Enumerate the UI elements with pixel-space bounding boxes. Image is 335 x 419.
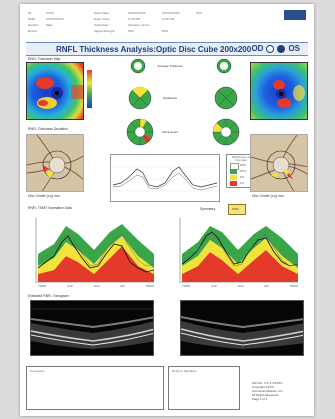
legend-title: Distribution of Normals xyxy=(231,155,251,162)
od-fundus-image xyxy=(27,135,83,191)
os-tomogram-image xyxy=(181,301,303,355)
page-title: RNFL Thickness Analysis:Optic Disc Cube … xyxy=(56,45,252,54)
os-extracted-tomogram xyxy=(180,300,304,356)
thickness-map-label: RNFL Thickness Map xyxy=(28,57,61,61)
os-fundus-image xyxy=(251,135,307,191)
signature-label: Doctor's Signature xyxy=(172,369,197,373)
comments-label: Comments xyxy=(30,369,45,373)
legend-swatch xyxy=(230,169,237,174)
os-circle-icon xyxy=(277,44,286,53)
patient-header: ID: XXXX Exam Date: XX/XX/XXXX XX/XX/XXX… xyxy=(28,12,258,40)
od-thickness-map-image xyxy=(27,63,83,119)
od-tsnit-plot xyxy=(35,218,155,283)
od-circle-icon xyxy=(266,44,275,53)
report-page: ID: XXXX Exam Date: XX/XX/XXXX XX/XX/XXX… xyxy=(20,4,314,416)
od-quadrant-chart xyxy=(128,86,152,110)
od-tomogram-image xyxy=(31,301,153,355)
od-average-ring xyxy=(130,58,146,74)
zeiss-logo xyxy=(284,10,306,20)
od-tsnit-axis: TEMP SUP NAS INF TEMP xyxy=(38,284,154,288)
clock-hours-label: Clock Hours xyxy=(161,130,179,134)
os-thickness-map xyxy=(250,62,308,120)
quadrants-label: Quadrants xyxy=(162,96,177,100)
signature-box[interactable]: Doctor's Signature xyxy=(168,366,240,410)
thickness-color-scale xyxy=(87,70,92,108)
od-thickness-map xyxy=(26,62,84,120)
os-disc-center-label: Disc Center (x,y) mm xyxy=(252,194,284,198)
symmetry-label: Symmetry xyxy=(200,207,216,211)
header-row: DOB: XX/XX/XXXX Exam Time: X:XX PM X:XX … xyxy=(28,17,175,21)
eye-selector: OD OS xyxy=(251,44,300,53)
rnfl-neuro-retinal-rim-graph xyxy=(110,154,220,202)
header-row: ID: XXXX Exam Date: XX/XX/XXXX XX/XX/XXX… xyxy=(28,11,203,15)
os-tsnit-plot xyxy=(179,218,299,283)
os-thickness-map-image xyxy=(251,63,307,119)
os-label: OS xyxy=(288,44,300,53)
header-row: Doctor: Signal Strength: 9/10 8/10 xyxy=(28,29,168,33)
extracted-tomogram-label: Extracted RNFL Tomogram xyxy=(28,294,69,298)
os-clock-hours-chart xyxy=(212,118,240,146)
od-disc-center-label: Disc Center (x,y) mm xyxy=(28,194,60,198)
os-deviation-fundus xyxy=(250,134,308,192)
os-tsnit-axis: TEMP SUP NAS INF TEMP xyxy=(182,284,298,288)
average-thickness-label: Average Thickness xyxy=(157,64,183,68)
software-info: SW Ver: X.X.X.XXXXX Copyright XXXX Carl … xyxy=(252,381,284,401)
od-clock-hours-chart xyxy=(126,118,154,146)
tsnit-label: RNFL TSNIT Normative Data xyxy=(28,206,72,210)
od-deviation-fundus xyxy=(26,134,84,192)
legend-swatch xyxy=(230,175,237,180)
comments-box[interactable]: Comments xyxy=(26,366,164,410)
report-banner: RNFL Thickness Analysis:Optic Disc Cube … xyxy=(26,42,308,56)
od-label: OD xyxy=(251,44,264,53)
od-tsnit-graph xyxy=(34,216,156,290)
os-quadrant-chart xyxy=(214,86,238,110)
os-average-ring xyxy=(216,58,232,74)
rim-profile-plot xyxy=(111,166,219,192)
od-extracted-tomogram xyxy=(30,300,154,356)
deviation-map-label: RNFL Thickness Deviation xyxy=(28,127,68,131)
os-tsnit-graph xyxy=(178,216,300,290)
header-row: Gender: Male Technician: Operator, Cirru… xyxy=(28,23,150,27)
symmetry-badge: XX% xyxy=(228,204,246,215)
legend-swatch xyxy=(230,181,237,186)
